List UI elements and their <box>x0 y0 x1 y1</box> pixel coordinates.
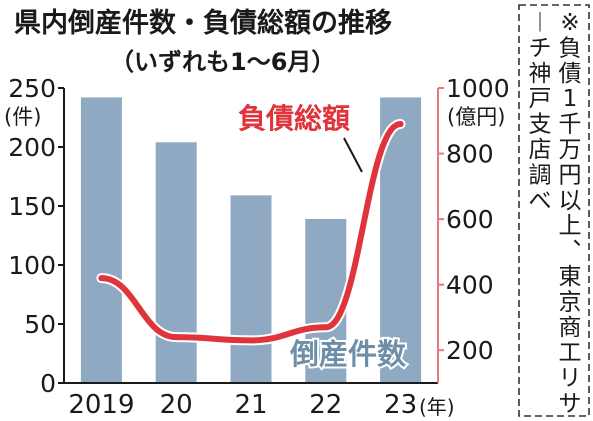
note-char: 債 <box>559 61 582 87</box>
right-tick-label: 200 <box>446 336 494 365</box>
line-point-23 <box>397 121 404 128</box>
note-char: 戸 <box>529 86 552 112</box>
note-char: 千 <box>559 112 582 138</box>
x-axis-unit: (年) <box>419 395 455 419</box>
note-char: 1 <box>563 86 578 112</box>
note-char: 負 <box>559 35 582 61</box>
line-series-group <box>96 119 406 346</box>
note-char: ︱ <box>529 10 552 36</box>
note-char: 商 <box>559 315 582 341</box>
left-tick-label: 100 <box>8 251 56 280</box>
line-series-label: 負債総額 <box>238 102 350 135</box>
x-tick-label: 22 <box>309 390 342 420</box>
line-point-21 <box>248 337 254 344</box>
note-char: べ <box>529 188 552 214</box>
note-char: 店 <box>529 137 552 163</box>
x-tick-label: 20 <box>160 390 193 420</box>
bar-series-group <box>80 97 422 383</box>
left-tick-label: 50 <box>24 310 56 339</box>
line-label-leader <box>343 137 363 173</box>
chart-title: 県内倒産件数・負債総額の推移 <box>14 7 392 39</box>
left-tick-label: 250 <box>8 74 56 103</box>
line-series-debt <box>98 121 404 344</box>
line-point-2019 <box>98 275 105 282</box>
right-tick-label: 400 <box>446 271 494 300</box>
line-point-20 <box>173 334 180 341</box>
note-box <box>518 4 590 417</box>
bar-20 <box>155 142 197 383</box>
tick-labels-group: 0 50 100 150 200 250 200 400 600 800 1000 2019 20 21 2… <box>8 74 509 420</box>
right-axis-unit: (億円) <box>447 105 505 129</box>
axes-group <box>58 87 444 384</box>
chart-subtitle: （いずれも1～6月） <box>110 48 335 76</box>
note-char: 支 <box>529 112 552 138</box>
left-axis-unit: (件) <box>4 105 41 129</box>
note-char: 東 <box>559 264 582 290</box>
note-char: 万 <box>559 137 582 163</box>
bar-series-label: 倒産件数 <box>289 337 407 371</box>
right-tick-label: 600 <box>446 205 494 234</box>
bar-2019 <box>80 97 122 383</box>
note-char: 工 <box>559 340 582 366</box>
note-char: 円 <box>559 162 582 188</box>
note-char: 上 <box>559 213 582 239</box>
note-char: リ <box>559 366 582 392</box>
x-tick-label: 2019 <box>68 390 134 420</box>
note-char: サ <box>559 391 582 417</box>
line-point-22 <box>322 324 329 331</box>
note-char: チ <box>529 35 552 61</box>
note-char: ※ <box>560 10 579 36</box>
note-char: 以 <box>559 188 582 214</box>
x-tick-label: 21 <box>234 390 267 420</box>
left-tick-label: 200 <box>8 133 56 162</box>
note-char: ︑ <box>559 239 582 265</box>
title-background <box>0 0 515 78</box>
right-tick-label: 1000 <box>446 74 510 103</box>
left-tick-label: 0 <box>40 369 56 398</box>
bar-22 <box>305 218 347 383</box>
note-char: 調 <box>529 162 552 188</box>
bar-21 <box>230 195 272 383</box>
left-tick-label: 150 <box>8 192 56 221</box>
note-char: 京 <box>559 289 582 315</box>
right-tick-label: 800 <box>446 140 494 169</box>
x-tick-label: 23 <box>384 390 417 420</box>
note-char: 神 <box>529 61 552 87</box>
